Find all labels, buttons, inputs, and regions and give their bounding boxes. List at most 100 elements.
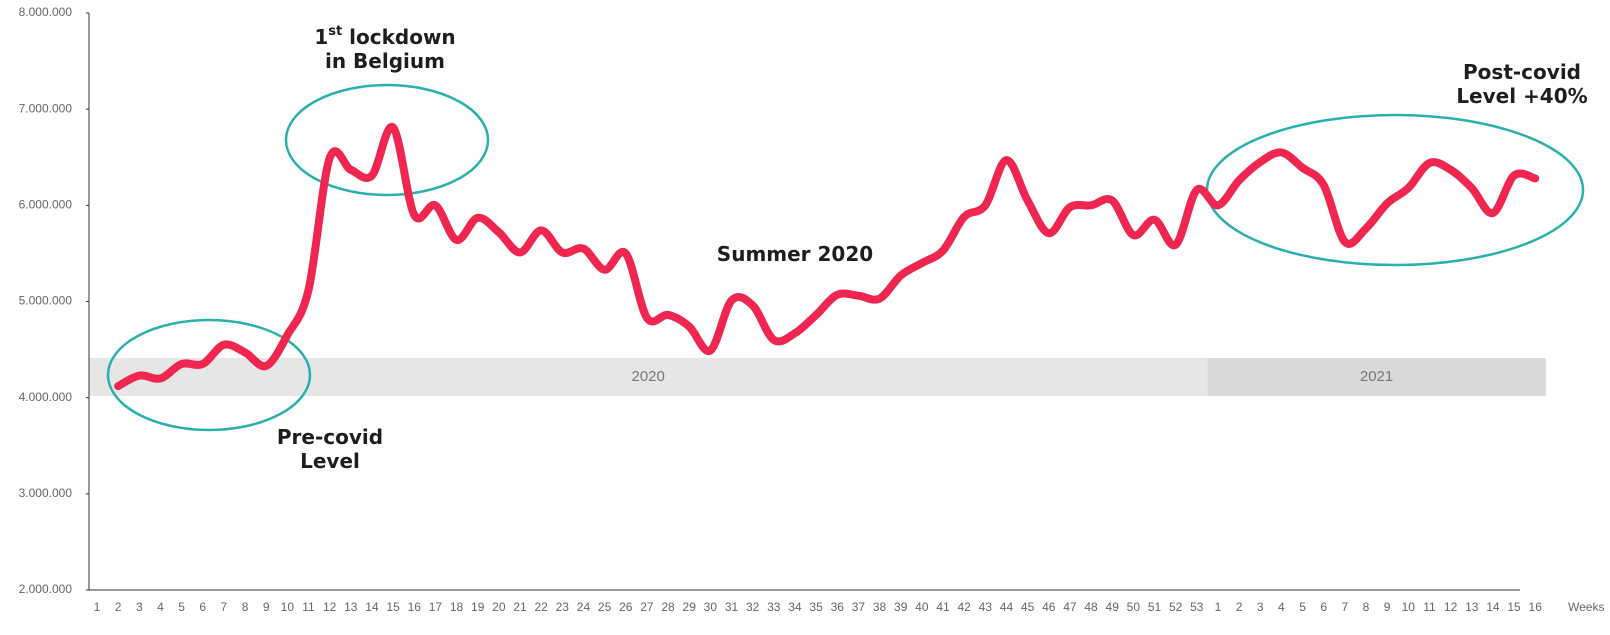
annotation-text: lockdown — [342, 25, 456, 49]
x-tick-label: 42 — [957, 600, 971, 614]
x-tick-label: 16 — [408, 600, 422, 614]
annotation-text: Level — [300, 449, 360, 473]
x-tick-label: 13 — [1465, 600, 1479, 614]
annotation-text: Level +40% — [1456, 84, 1587, 108]
annotation: Pre-covid — [277, 425, 383, 449]
x-tick-label: 20 — [492, 600, 506, 614]
x-tick-label: 49 — [1106, 600, 1120, 614]
x-tick-label: 14 — [1486, 600, 1500, 614]
x-tick-label: 8 — [1363, 600, 1370, 614]
x-tick-label: 30 — [704, 600, 718, 614]
x-tick-label: 34 — [788, 600, 802, 614]
highlight-ellipse — [106, 318, 312, 432]
x-tick-label: 37 — [852, 600, 866, 614]
x-tick-label: 52 — [1169, 600, 1183, 614]
highlight-ellipse — [284, 83, 490, 197]
x-tick-label: 14 — [365, 600, 379, 614]
x-tick-label: 7 — [1342, 600, 1349, 614]
annotation-text: Pre-covid — [277, 425, 383, 449]
y-tick-label: 4.000.000 — [19, 390, 73, 404]
x-tick-label: 28 — [661, 600, 675, 614]
x-tick-label: 40 — [915, 600, 929, 614]
x-tick-label: 50 — [1127, 600, 1141, 614]
annotation: 1st lockdown — [314, 24, 455, 49]
x-tick-label: 38 — [873, 600, 887, 614]
x-tick-label: 5 — [1299, 600, 1306, 614]
x-tick-label: 24 — [577, 600, 591, 614]
x-tick-label: 4 — [1278, 600, 1285, 614]
x-tick-label: 51 — [1148, 600, 1162, 614]
x-tick-label: 2 — [1236, 600, 1243, 614]
period-label: 2021 — [1360, 368, 1393, 385]
x-tick-label: 23 — [556, 600, 570, 614]
x-tick-label: 46 — [1042, 600, 1056, 614]
x-tick-label: 44 — [1000, 600, 1014, 614]
x-tick-label: 39 — [894, 600, 908, 614]
x-tick-label: 18 — [450, 600, 464, 614]
annotation: Summer 2020 — [717, 242, 873, 266]
x-tick-label: 6 — [1320, 600, 1327, 614]
x-tick-label: 1 — [94, 600, 101, 614]
period-label: 2020 — [632, 368, 665, 385]
x-tick-label: 10 — [1402, 600, 1416, 614]
y-tick-label: 7.000.000 — [19, 101, 73, 115]
x-tick-label: 33 — [767, 600, 781, 614]
x-tick-label: 21 — [513, 600, 527, 614]
x-tick-label: 53 — [1190, 600, 1204, 614]
x-tick-label: 45 — [1021, 600, 1035, 614]
x-tick-label: 36 — [831, 600, 845, 614]
annotation-text: Summer 2020 — [717, 242, 873, 266]
x-tick-label: 29 — [683, 600, 697, 614]
x-tick-label: 16 — [1529, 600, 1543, 614]
x-tick-label: 10 — [281, 600, 295, 614]
x-tick-label: 15 — [1507, 600, 1521, 614]
x-tick-label: 13 — [344, 600, 358, 614]
x-tick-label: 22 — [534, 600, 548, 614]
annotation: Level — [300, 449, 360, 473]
x-tick-label: 32 — [746, 600, 760, 614]
x-tick-label: 9 — [1384, 600, 1391, 614]
x-tick-label: 3 — [136, 600, 143, 614]
y-tick-label: 6.000.000 — [19, 198, 73, 212]
annotation: Post-covid — [1463, 60, 1581, 84]
annotation-superscript: st — [328, 24, 342, 39]
period-band — [89, 358, 1208, 396]
x-tick-label: 3 — [1257, 600, 1264, 614]
annotation: in Belgium — [325, 49, 445, 73]
highlight-ellipse — [1205, 113, 1585, 267]
x-tick-label: 9 — [263, 600, 270, 614]
x-tick-label: 25 — [598, 600, 612, 614]
x-tick-label: 17 — [429, 600, 443, 614]
x-tick-label: 43 — [979, 600, 993, 614]
y-tick-label: 8.000.000 — [19, 5, 73, 19]
x-tick-label: 12 — [1444, 600, 1458, 614]
x-tick-label: 7 — [221, 600, 228, 614]
x-tick-label: 11 — [1423, 600, 1436, 614]
y-tick-label: 5.000.000 — [19, 294, 73, 308]
x-axis-label: Weeks — [1568, 600, 1604, 614]
y-tick-label: 3.000.000 — [19, 486, 73, 500]
annotation-text: 1 — [314, 25, 328, 49]
x-tick-label: 8 — [242, 600, 249, 614]
annotation-text: in Belgium — [325, 49, 445, 73]
x-tick-label: 6 — [199, 600, 206, 614]
annotation-text: Post-covid — [1463, 60, 1581, 84]
data-line — [114, 123, 1540, 391]
x-tick-label: 26 — [619, 600, 633, 614]
annotation: Level +40% — [1456, 84, 1587, 108]
x-tick-label: 2 — [115, 600, 122, 614]
x-tick-label: 47 — [1063, 600, 1077, 614]
period-band — [1207, 358, 1546, 396]
x-tick-label: 5 — [178, 600, 185, 614]
x-tick-label: 11 — [302, 600, 315, 614]
y-tick-label: 2.000.000 — [19, 582, 73, 596]
x-tick-label: 31 — [725, 600, 739, 614]
x-tick-label: 1 — [1215, 600, 1222, 614]
x-tick-label: 35 — [809, 600, 823, 614]
x-tick-label: 12 — [323, 600, 337, 614]
x-tick-label: 48 — [1084, 600, 1098, 614]
x-tick-label: 15 — [386, 600, 400, 614]
x-tick-label: 27 — [640, 600, 654, 614]
x-tick-label: 41 — [936, 600, 950, 614]
